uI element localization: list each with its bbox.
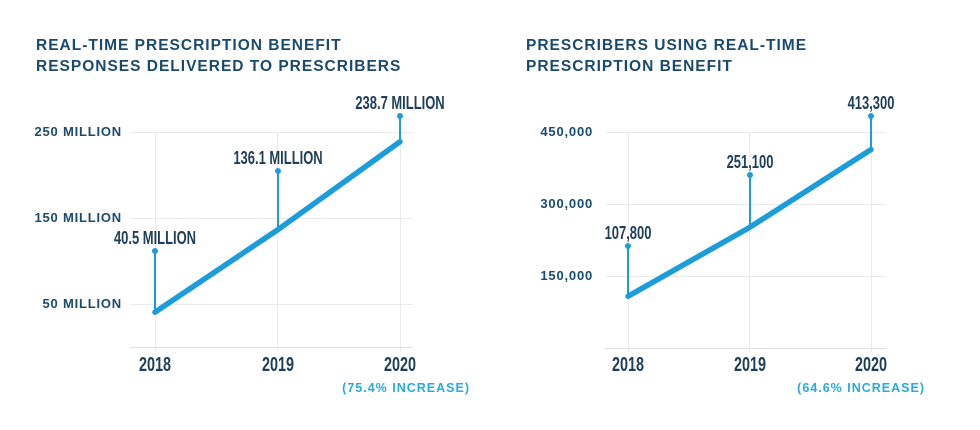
y-tick-label: 150 MILLION (34, 210, 122, 225)
chart-title-line-1: PRESCRIBERS USING REAL-TIME (526, 37, 808, 54)
y-tick-label: 50 MILLION (42, 296, 122, 311)
data-point-label: 238.7 MILLION (355, 92, 445, 113)
data-point-dot (868, 112, 874, 119)
h-gridline (605, 132, 886, 133)
chart-rtpb-responses: REAL-TIME PRESCRIPTION BENEFIT RESPONSES… (34, 35, 470, 395)
v-gridline (870, 132, 872, 352)
h-gridline (130, 304, 413, 305)
data-point-label: 40.5 MILLION (113, 228, 197, 249)
h-gridline (130, 218, 413, 219)
data-point-dot (746, 172, 753, 179)
data-point-label: 413,300 (847, 92, 895, 113)
callout-line (399, 115, 401, 142)
data-point-label: 136.1 MILLION (232, 147, 323, 168)
x-tick-label: 2018 (611, 354, 645, 376)
callout-line (870, 115, 872, 150)
h-gridline (605, 204, 886, 205)
data-point-dot (397, 112, 403, 119)
data-point-dot (274, 167, 281, 174)
chart-title-line-1: REAL-TIME PRESCRIPTION BENEFIT (36, 37, 342, 54)
chart-prescribers-using-rtpb: PRESCRIBERS USING REAL-TIME PRESCRIPTION… (490, 0, 980, 430)
chart-title: REAL-TIME PRESCRIPTION BENEFIT RESPONSES… (36, 35, 401, 77)
data-point-label: 107,800 (604, 223, 652, 244)
y-tick-label: 300,000 (540, 196, 593, 211)
y-tick-label: 150,000 (540, 268, 593, 283)
x-tick-label: 2018 (138, 354, 172, 376)
increase-note: (64.6% INCREASE) (797, 381, 925, 395)
v-gridline (399, 132, 401, 351)
data-point-dot (625, 243, 631, 250)
x-axis-baseline (130, 347, 413, 348)
y-tick-label: 250 MILLION (34, 124, 122, 139)
callout-line (627, 246, 629, 297)
chart-title-line-2: RESPONSES DELIVERED TO PRESCRIBERS (36, 58, 402, 75)
callout-line (748, 175, 751, 228)
chart-title-line-2: PRESCRIPTION BENEFIT (526, 58, 733, 75)
data-point-label: 251,100 (726, 152, 773, 173)
x-tick-label: 2020 (383, 354, 417, 376)
x-axis-baseline (605, 348, 886, 349)
x-tick-label: 2020 (854, 354, 888, 376)
increase-note: (75.4% INCREASE) (342, 381, 470, 395)
x-tick-label: 2019 (261, 354, 294, 376)
data-point-dot (152, 248, 158, 255)
callout-line (154, 251, 156, 313)
y-tick-label: 450,000 (540, 124, 593, 139)
h-gridline (605, 276, 886, 277)
chart-title: PRESCRIBERS USING REAL-TIME PRESCRIPTION… (526, 35, 807, 77)
h-gridline (130, 132, 413, 133)
x-tick-label: 2019 (733, 354, 766, 376)
callout-line (276, 170, 279, 230)
